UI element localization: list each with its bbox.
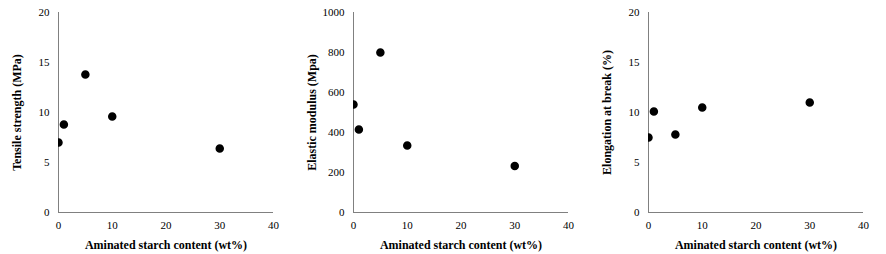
svg-text:30: 30 [804,219,816,231]
svg-text:0: 0 [351,219,357,231]
svg-text:800: 800 [328,46,345,58]
svg-text:1000: 1000 [323,6,346,18]
svg-text:0: 0 [634,206,640,218]
svg-text:40: 40 [563,219,575,231]
svg-text:5: 5 [44,156,50,168]
svg-text:10: 10 [697,219,709,231]
svg-text:0: 0 [646,219,652,231]
svg-text:Aminated starch content (wt%): Aminated starch content (wt%) [85,238,247,252]
svg-text:20: 20 [161,219,173,231]
svg-text:30: 30 [214,219,226,231]
svg-text:10: 10 [402,219,414,231]
svg-text:10: 10 [629,106,641,118]
svg-text:20: 20 [39,6,51,18]
svg-text:15: 15 [629,56,641,68]
svg-text:0: 0 [44,206,50,218]
svg-text:15: 15 [39,56,51,68]
svg-text:40: 40 [858,219,870,231]
svg-text:Aminated starch content (wt%): Aminated starch content (wt%) [380,238,542,252]
svg-text:200: 200 [328,166,345,178]
svg-text:Elongation at break (%): Elongation at break (%) [600,50,614,175]
svg-text:20: 20 [456,219,468,231]
svg-text:5: 5 [634,156,640,168]
svg-text:30: 30 [509,219,521,231]
svg-text:Tensile strength (MPa): Tensile strength (MPa) [10,54,24,171]
svg-text:20: 20 [629,6,641,18]
svg-text:0: 0 [56,219,62,231]
svg-text:400: 400 [328,126,345,138]
svg-text:10: 10 [107,219,119,231]
svg-text:Elastic modulus (Mpa): Elastic modulus (Mpa) [305,54,319,171]
svg-text:0: 0 [339,206,345,218]
svg-text:20: 20 [751,219,763,231]
svg-text:Aminated starch content (wt%): Aminated starch content (wt%) [675,238,837,252]
svg-text:10: 10 [39,106,51,118]
svg-text:40: 40 [268,219,280,231]
svg-text:600: 600 [328,86,345,98]
